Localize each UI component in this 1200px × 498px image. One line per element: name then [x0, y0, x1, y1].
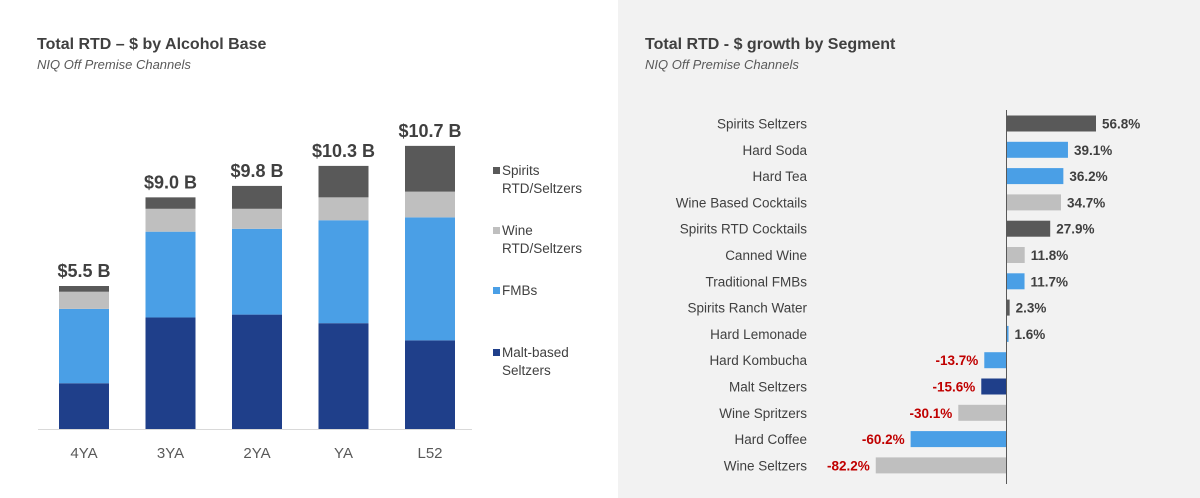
- total-label-3ya: $9.0 B: [144, 172, 197, 192]
- legend-label-line: Spirits: [502, 163, 540, 178]
- value-label-wine-seltzers: -82.2%: [827, 458, 870, 473]
- segment-label-hard-soda: Hard Soda: [742, 143, 807, 158]
- total-label-4ya: $5.5 B: [57, 261, 110, 281]
- value-label-traditional-fmbs: 11.7%: [1031, 274, 1069, 289]
- value-label-hard-kombucha: -13.7%: [936, 353, 979, 368]
- segment-label-spirits-seltzers: Spirits Seltzers: [717, 117, 807, 132]
- growth-bar-wine-spritzers: [958, 404, 1006, 421]
- growth-bar-wine-seltzers: [875, 457, 1006, 474]
- value-label-hard-coffee: -60.2%: [862, 432, 905, 447]
- bar-wine-rtd-seltzers-ya: [318, 197, 369, 221]
- left-chart-panel: Total RTD – $ by Alcohol Base NIQ Off Pr…: [37, 36, 612, 462]
- legend-swatch-wine-rtd-seltzers: [493, 227, 500, 234]
- category-label-l52: L52: [417, 445, 442, 462]
- legend-swatch-fmbs: [493, 287, 500, 294]
- value-label-spirits-ranch-water: 2.3%: [1016, 301, 1047, 316]
- bar-wine-rtd-seltzers-l52: [405, 191, 455, 218]
- growth-bar-hard-kombucha: [984, 352, 1006, 369]
- growth-bar-spirits-rtd-cocktails: [1006, 220, 1051, 237]
- bar-fmbs-l52: [405, 217, 455, 341]
- value-label-hard-lemonade: 1.6%: [1015, 327, 1046, 342]
- legend-label-line: Wine: [502, 223, 533, 238]
- bar-wine-rtd-seltzers-2ya: [232, 208, 282, 229]
- left-chart-subtitle: NIQ Off Premise Channels: [37, 57, 191, 72]
- segment-label-canned-wine: Canned Wine: [725, 248, 807, 263]
- bar-fmbs-2ya: [232, 228, 282, 315]
- legend-label-line: FMBs: [502, 283, 538, 298]
- value-label-spirits-seltzers: 56.8%: [1102, 117, 1140, 132]
- growth-bar-hard-coffee: [910, 431, 1006, 448]
- value-label-wine-spritzers: -30.1%: [910, 406, 953, 421]
- bar-malt-based-seltzers-l52: [405, 340, 455, 429]
- legend-swatch-spirits-rtd-seltzers: [493, 167, 500, 174]
- total-label-2ya: $9.8 B: [230, 161, 283, 181]
- segment-label-spirits-ranch-water: Spirits Ranch Water: [687, 301, 807, 316]
- growth-bar-spirits-ranch-water: [1006, 299, 1010, 316]
- bar-malt-based-seltzers-2ya: [232, 314, 282, 429]
- total-label-ya: $10.3 B: [312, 141, 375, 161]
- category-label-2ya: 2YA: [243, 445, 270, 462]
- segment-label-wine-based-cocktails: Wine Based Cocktails: [676, 195, 808, 210]
- bar-malt-based-seltzers-4ya: [59, 383, 109, 429]
- bar-spirits-rtd-seltzers-4ya: [59, 286, 109, 292]
- category-label-ya: YA: [334, 445, 353, 462]
- bar-fmbs-ya: [318, 220, 369, 324]
- growth-bar-canned-wine: [1006, 247, 1025, 263]
- segment-label-wine-seltzers: Wine Seltzers: [724, 458, 808, 473]
- legend-label-line: Seltzers: [502, 363, 551, 378]
- right-chart-title: Total RTD - $ growth by Segment: [645, 36, 896, 53]
- growth-bar-hard-lemonade: [1006, 325, 1009, 342]
- bar-malt-based-seltzers-3ya: [145, 317, 196, 429]
- value-label-malt-seltzers: -15.6%: [933, 380, 976, 395]
- segment-label-spirits-rtd-cocktails: Spirits RTD Cocktails: [680, 222, 808, 237]
- growth-bar-wine-based-cocktails: [1006, 194, 1061, 211]
- value-label-wine-based-cocktails: 34.7%: [1067, 195, 1105, 210]
- bar-spirits-rtd-seltzers-2ya: [232, 185, 282, 209]
- total-label-l52: $10.7 B: [398, 121, 461, 141]
- bar-wine-rtd-seltzers-4ya: [59, 291, 109, 309]
- growth-bar-traditional-fmbs: [1006, 273, 1025, 290]
- growth-bar-hard-tea: [1006, 168, 1064, 185]
- bar-wine-rtd-seltzers-3ya: [145, 208, 196, 232]
- segment-label-wine-spritzers: Wine Spritzers: [719, 406, 807, 421]
- value-label-hard-soda: 39.1%: [1074, 143, 1112, 158]
- bar-spirits-rtd-seltzers-3ya: [145, 197, 196, 209]
- growth-bar-chart: Spirits Seltzers 56.8% Hard Soda 39.1% Hard …: [676, 110, 1140, 484]
- value-label-spirits-rtd-cocktails: 27.9%: [1056, 222, 1094, 237]
- legend-label-fmbs: FMBs: [502, 282, 612, 300]
- growth-bar-malt-seltzers: [981, 378, 1006, 395]
- segment-label-hard-kombucha: Hard Kombucha: [709, 353, 807, 368]
- legend-label-line: Malt-based: [502, 345, 569, 360]
- bar-fmbs-4ya: [59, 308, 109, 384]
- left-chart-title: Total RTD – $ by Alcohol Base: [37, 36, 267, 53]
- bar-spirits-rtd-seltzers-l52: [405, 145, 455, 192]
- category-label-3ya: 3YA: [157, 445, 184, 462]
- bar-fmbs-3ya: [145, 231, 196, 318]
- segment-label-malt-seltzers: Malt Seltzers: [729, 380, 807, 395]
- growth-bar-hard-soda: [1006, 141, 1068, 158]
- bar-spirits-rtd-seltzers-ya: [318, 165, 369, 198]
- legend-label-line: RTD/Seltzers: [502, 181, 583, 196]
- category-label-4ya: 4YA: [70, 445, 97, 462]
- bar-malt-based-seltzers-ya: [318, 323, 369, 429]
- segment-label-hard-coffee: Hard Coffee: [734, 432, 807, 447]
- segment-label-hard-lemonade: Hard Lemonade: [710, 327, 807, 342]
- growth-bar-spirits-seltzers: [1006, 115, 1096, 132]
- legend-swatch-malt-based-seltzers: [493, 349, 500, 356]
- legend-label-wine-rtd-seltzers: Wine RTD/Seltzers: [502, 222, 612, 258]
- segment-label-hard-tea: Hard Tea: [752, 169, 807, 184]
- stacked-bar-chart: $5.5 B 4YA $9.0 B 3YA $9.8 B 2YA $10.3 B YA $10.…: [38, 121, 472, 462]
- legend-label-line: RTD/Seltzers: [502, 241, 583, 256]
- right-chart-panel: Total RTD - $ growth by Segment NIQ Off …: [618, 0, 1200, 498]
- legend-label-malt-based-seltzers: Malt-based Seltzers: [502, 344, 612, 380]
- value-label-canned-wine: 11.8%: [1031, 248, 1069, 263]
- value-label-hard-tea: 36.2%: [1069, 169, 1107, 184]
- right-chart-subtitle: NIQ Off Premise Channels: [645, 57, 799, 72]
- legend-label-spirits-rtd-seltzers: Spirits RTD/Seltzers: [502, 162, 612, 198]
- segment-label-traditional-fmbs: Traditional FMBs: [705, 274, 807, 289]
